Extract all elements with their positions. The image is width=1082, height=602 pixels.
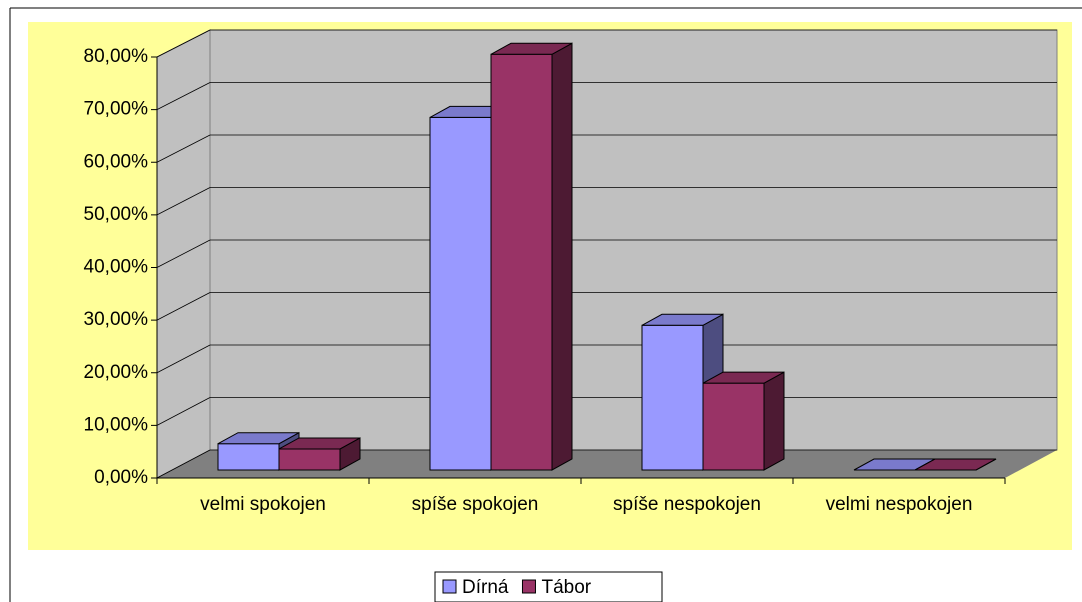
floor — [157, 450, 1057, 478]
bar-top — [278, 437, 361, 450]
bar-side — [551, 42, 573, 471]
x-tick-label: velmi spokojen — [200, 494, 326, 515]
x-tick-label: velmi nespokojen — [825, 494, 973, 515]
bar — [217, 443, 280, 471]
bar — [278, 448, 341, 471]
bar — [429, 116, 492, 471]
bar — [702, 382, 765, 471]
grid-line — [156, 292, 211, 321]
bar-top — [914, 458, 997, 471]
bar-top — [702, 371, 785, 384]
grid-line — [156, 82, 211, 110]
grid-line — [156, 29, 211, 58]
grid-line — [156, 397, 211, 426]
grid-line — [156, 449, 211, 479]
y-tick-label: 50,00% — [84, 204, 149, 225]
bar-top — [217, 432, 300, 445]
x-tick-label: spíše spokojen — [411, 494, 539, 515]
legend-swatch — [442, 579, 457, 594]
grid-line — [156, 344, 211, 374]
y-tick-label: 80,00% — [84, 46, 149, 67]
y-tick-label: 30,00% — [84, 309, 149, 330]
grid-line — [156, 187, 211, 216]
y-tick-label: 40,00% — [84, 257, 149, 278]
bar-side — [763, 371, 785, 471]
bar-top — [490, 42, 573, 55]
grid-line — [156, 239, 211, 268]
bar-top — [641, 313, 724, 326]
bar — [641, 324, 704, 471]
y-tick-label: 10,00% — [84, 414, 149, 435]
y-tick-label: 0,00% — [94, 467, 148, 488]
legend-label: Dírná — [462, 577, 509, 598]
y-tick-label: 20,00% — [84, 362, 149, 383]
legend-label: Tábor — [541, 577, 591, 598]
x-tick-label: spíše nespokojen — [613, 494, 761, 515]
bar — [490, 53, 553, 471]
legend — [434, 571, 663, 602]
y-tick-label: 60,00% — [84, 151, 149, 172]
grid-line — [156, 134, 211, 163]
legend-swatch — [521, 579, 536, 594]
y-tick-label: 70,00% — [84, 99, 149, 120]
